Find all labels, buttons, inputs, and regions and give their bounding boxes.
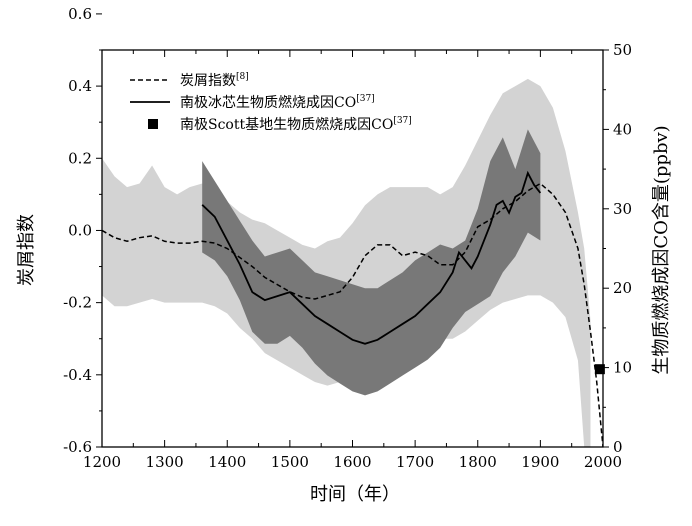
- y-right-tick-label: 50: [613, 41, 632, 59]
- y-axis-title-left: 炭屑指数: [16, 214, 37, 286]
- charcoal-line: [102, 182, 603, 447]
- legend-swatch-co-scott-base: [148, 119, 158, 129]
- legend-label: 南极Scott基地生物质燃烧成因CO[37]: [180, 116, 412, 133]
- y-right-tick-label: 40: [613, 120, 632, 138]
- y-left-tick-label: -0.6: [63, 438, 92, 456]
- legend-reference: [8]: [236, 72, 249, 82]
- y-right-tick-label: 0: [613, 438, 623, 456]
- y-right-tick-label: 10: [613, 359, 632, 377]
- y-right-tick-label: 20: [613, 279, 632, 297]
- co_ice_core-line: [201, 170, 542, 345]
- ticks: 1200 1300 1400 1500 1600 1700 1800 1900 2000 -0.6…: [63, 5, 632, 471]
- y-left-tick-label: 0.4: [68, 77, 92, 95]
- x-tick-label: 1400: [208, 453, 246, 471]
- y-right-tick-label: 30: [613, 200, 632, 218]
- x-tick-label: 1800: [459, 453, 497, 471]
- co-scott-base-marker: [594, 364, 605, 375]
- x-tick-label: 1600: [333, 453, 371, 471]
- legend-reference: [37]: [393, 116, 411, 126]
- x-tick-label: 2000: [584, 453, 622, 471]
- x-tick-label: 1700: [396, 453, 434, 471]
- y-left-tick-label: -0.2: [63, 294, 92, 312]
- y-left-tick-label: -0.4: [63, 366, 92, 384]
- y-left-tick-label: 0.2: [68, 149, 92, 167]
- confidence-bands: [102, 78, 591, 447]
- y-left-tick-label: 0.0: [68, 221, 92, 239]
- y-axis-title-right: 生物质燃烧成因CO含量(ppbv): [651, 125, 672, 374]
- x-tick-label: 1300: [146, 453, 184, 471]
- data-series: [102, 170, 603, 447]
- legend: 炭屑指数[8] 南极冰芯生物质燃烧成因CO[37] 南极Scott基地生物质燃烧成因…: [130, 72, 412, 133]
- x-tick-label: 1200: [83, 453, 121, 471]
- x-tick-label: 1500: [271, 453, 309, 471]
- x-axis-title: 时间（年）: [310, 484, 400, 505]
- legend-label: 炭屑指数[8]: [180, 72, 249, 89]
- charcoal_envelope-band: [102, 78, 591, 447]
- x-tick-label: 1900: [521, 453, 559, 471]
- co_envelope-band: [202, 129, 541, 396]
- legend-label: 南极冰芯生物质燃烧成因CO[37]: [180, 94, 375, 111]
- legend-reference: [37]: [356, 94, 374, 104]
- y-left-tick-label: 0.6: [68, 5, 92, 23]
